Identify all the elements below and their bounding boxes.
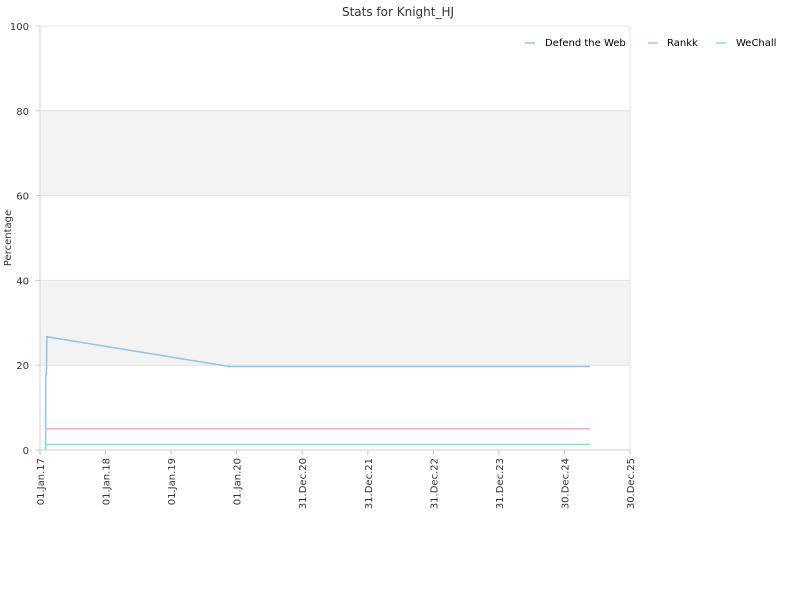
x-tick-label: 30.Dec.25 [626, 458, 637, 509]
plot-bands [40, 110, 630, 366]
series-point [228, 365, 231, 368]
x-tick-label: 31.Dec.23 [495, 458, 506, 509]
series-point [587, 365, 590, 368]
series-line [44, 336, 589, 448]
plot-band [40, 110, 630, 196]
y-axis-label: Percentage [3, 210, 14, 266]
series-point [44, 443, 47, 446]
y-axis-ticks: 0 20 40 60 80 100 [10, 22, 40, 457]
series-point [44, 374, 47, 377]
x-tick-label: 01.Jan.18 [102, 458, 113, 505]
plot-frame [39, 26, 631, 451]
series-point [587, 427, 590, 430]
x-tick-label: 01.Jan.20 [233, 458, 244, 505]
y-tick-label: 20 [16, 361, 29, 372]
x-tick-label: 30.Dec.24 [560, 458, 571, 509]
plot-band [40, 280, 630, 366]
legend: Defend the Web Rankk WeChall [525, 38, 776, 49]
series-group [44, 335, 590, 450]
y-tick-label: 40 [16, 276, 29, 287]
y-tick-label: 0 [23, 446, 29, 457]
legend-label: Rankk [667, 38, 698, 49]
y-tick-label: 60 [16, 192, 29, 203]
series-point [587, 443, 590, 446]
x-tick-label: 31.Dec.20 [298, 458, 309, 509]
y-tick-label: 80 [16, 107, 29, 118]
x-tick-label: 01.Jan.19 [167, 458, 178, 505]
x-tick-label: 31.Dec.21 [364, 458, 375, 509]
legend-label: Defend the Web [545, 38, 626, 49]
x-tick-label: 01.Jan.17 [36, 458, 47, 505]
chart-title: Stats for Knight_HJ [342, 5, 454, 19]
series-point [45, 372, 48, 375]
series-point [45, 335, 48, 338]
x-axis-ticks: 01.Jan.17 01.Jan.18 01.Jan.19 01.Jan.20 31.D… [36, 450, 637, 509]
x-tick-label: 31.Dec.22 [429, 458, 440, 509]
series-point [44, 427, 47, 430]
series-point [44, 447, 47, 450]
legend-label: WeChall [736, 38, 776, 49]
y-tick-label: 100 [10, 22, 29, 33]
